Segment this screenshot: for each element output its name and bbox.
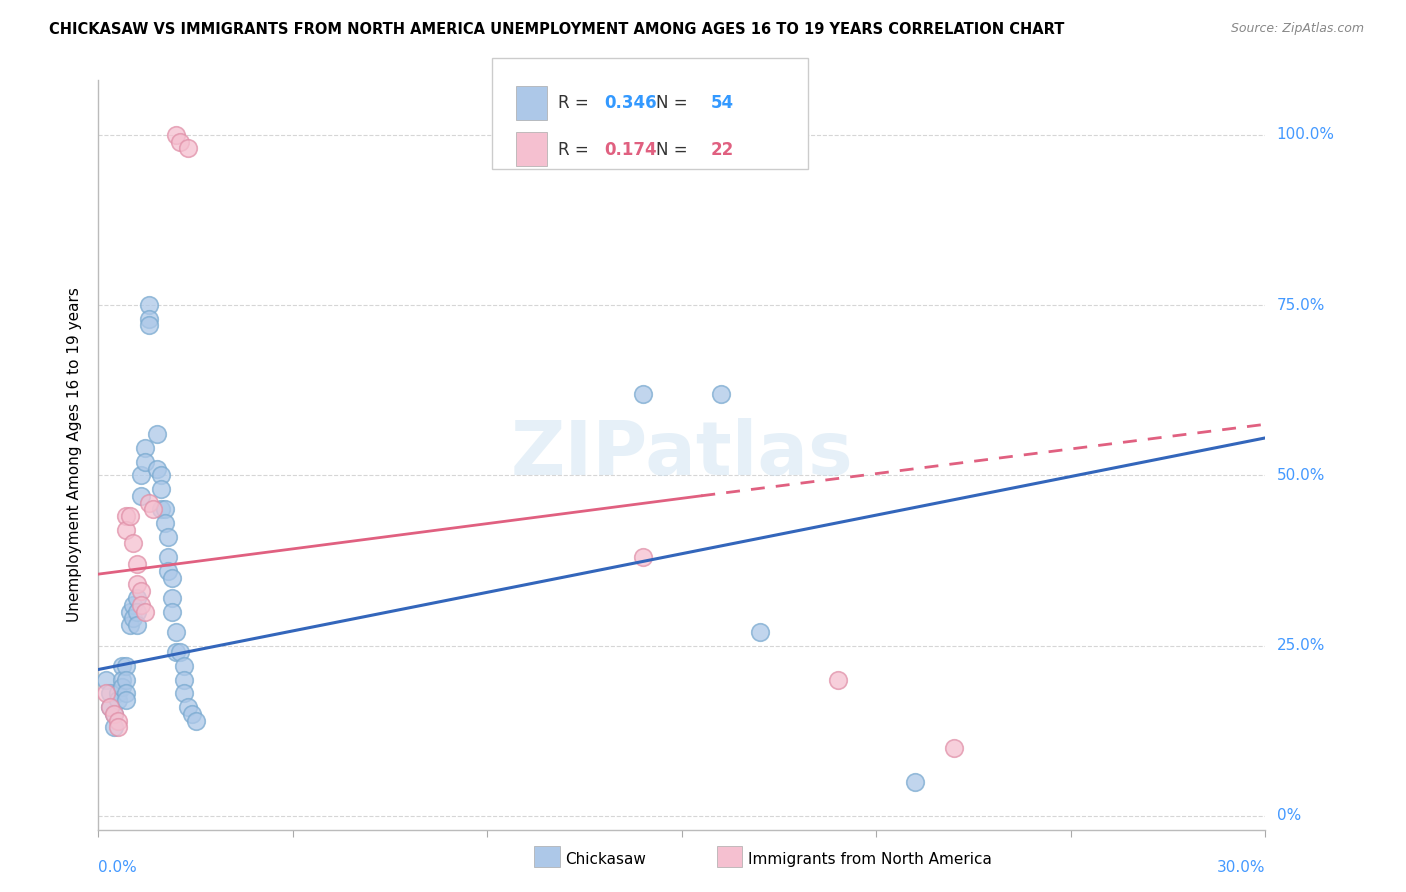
Text: R =: R = xyxy=(558,95,595,112)
Point xyxy=(134,441,156,455)
Point xyxy=(129,584,152,599)
Text: 0%: 0% xyxy=(1277,808,1301,823)
Point xyxy=(827,673,849,687)
Point xyxy=(748,625,770,640)
Point xyxy=(107,686,129,700)
Point xyxy=(127,618,149,632)
Point xyxy=(162,570,184,584)
Point xyxy=(118,509,141,524)
Point xyxy=(111,659,134,673)
Point xyxy=(165,128,187,142)
Point xyxy=(118,618,141,632)
Text: Immigrants from North America: Immigrants from North America xyxy=(748,853,991,867)
Point xyxy=(129,468,152,483)
Point xyxy=(142,502,165,516)
Point xyxy=(177,141,200,155)
Point xyxy=(111,680,134,694)
Point xyxy=(114,673,136,687)
Point xyxy=(165,625,187,640)
Point xyxy=(904,775,927,789)
Text: 50.0%: 50.0% xyxy=(1277,468,1324,483)
Point xyxy=(134,455,156,469)
Point xyxy=(129,598,152,612)
Point xyxy=(146,461,169,475)
Point xyxy=(149,482,172,496)
Text: 54: 54 xyxy=(710,95,734,112)
Point xyxy=(122,611,145,625)
Point xyxy=(138,318,160,333)
Point xyxy=(177,700,200,714)
Point xyxy=(157,550,180,565)
Point xyxy=(173,686,195,700)
Point xyxy=(127,557,149,571)
Point xyxy=(943,740,966,755)
Point xyxy=(127,577,149,591)
Point xyxy=(169,135,191,149)
Point xyxy=(114,693,136,707)
Point xyxy=(149,468,172,483)
Point xyxy=(138,311,160,326)
Text: 30.0%: 30.0% xyxy=(1218,860,1265,875)
Point xyxy=(631,386,654,401)
Text: N =: N = xyxy=(657,141,693,159)
Point xyxy=(107,714,129,728)
Point xyxy=(98,700,121,714)
Point xyxy=(162,591,184,605)
Point xyxy=(710,386,733,401)
Point xyxy=(122,536,145,550)
Point xyxy=(173,659,195,673)
Text: CHICKASAW VS IMMIGRANTS FROM NORTH AMERICA UNEMPLOYMENT AMONG AGES 16 TO 19 YEAR: CHICKASAW VS IMMIGRANTS FROM NORTH AMERI… xyxy=(49,22,1064,37)
Point xyxy=(103,706,125,721)
Point xyxy=(134,605,156,619)
Point xyxy=(162,605,184,619)
Point xyxy=(111,673,134,687)
Point xyxy=(118,605,141,619)
Point xyxy=(96,673,118,687)
Text: 0.346: 0.346 xyxy=(605,95,657,112)
Point xyxy=(114,523,136,537)
Text: 22: 22 xyxy=(710,141,734,159)
Point xyxy=(138,495,160,509)
Point xyxy=(114,509,136,524)
Point xyxy=(157,564,180,578)
Point xyxy=(122,598,145,612)
Text: Chickasaw: Chickasaw xyxy=(565,853,647,867)
Point xyxy=(153,516,176,530)
Point xyxy=(98,700,121,714)
Point xyxy=(146,427,169,442)
Point xyxy=(149,502,172,516)
Text: 100.0%: 100.0% xyxy=(1277,128,1334,142)
Point xyxy=(127,591,149,605)
Y-axis label: Unemployment Among Ages 16 to 19 years: Unemployment Among Ages 16 to 19 years xyxy=(67,287,83,623)
Point xyxy=(107,693,129,707)
Point xyxy=(180,706,202,721)
Point xyxy=(114,686,136,700)
Point xyxy=(138,298,160,312)
Point xyxy=(184,714,207,728)
Point xyxy=(165,645,187,659)
Point xyxy=(103,706,125,721)
Text: R =: R = xyxy=(558,141,595,159)
Point xyxy=(631,550,654,565)
Point xyxy=(169,645,191,659)
Text: ZIPatlas: ZIPatlas xyxy=(510,418,853,491)
Point xyxy=(98,686,121,700)
Point xyxy=(107,720,129,734)
Text: 0.0%: 0.0% xyxy=(98,860,138,875)
Point xyxy=(157,530,180,544)
Point xyxy=(114,659,136,673)
Point xyxy=(103,720,125,734)
Text: N =: N = xyxy=(657,95,693,112)
Point xyxy=(173,673,195,687)
Text: 25.0%: 25.0% xyxy=(1277,638,1324,653)
Point xyxy=(129,489,152,503)
Text: Source: ZipAtlas.com: Source: ZipAtlas.com xyxy=(1230,22,1364,36)
Point xyxy=(153,502,176,516)
Point xyxy=(127,605,149,619)
Point xyxy=(96,686,118,700)
Text: 75.0%: 75.0% xyxy=(1277,298,1324,312)
Text: 0.174: 0.174 xyxy=(605,141,657,159)
